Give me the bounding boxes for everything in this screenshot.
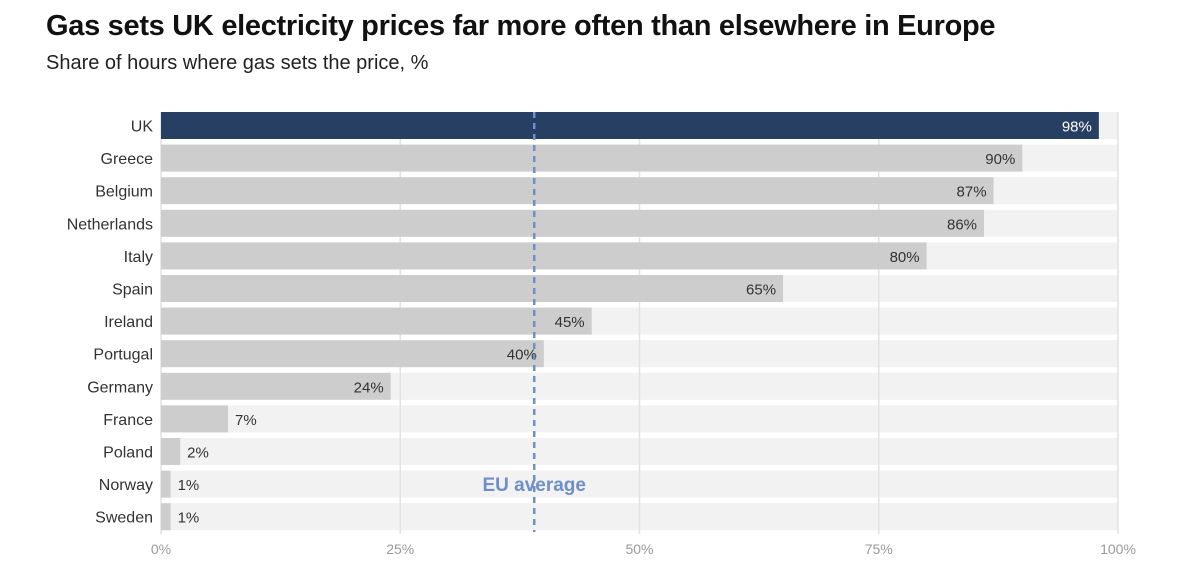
value-label: 80% [890, 249, 920, 266]
chart-subtitle: Share of hours where gas sets the price,… [46, 52, 429, 74]
value-label: 90% [985, 151, 1015, 168]
bar [161, 112, 1099, 139]
x-tick-label: 100% [1100, 541, 1136, 557]
bar [161, 372, 391, 400]
category-label: Portugal [93, 347, 153, 364]
bar [161, 242, 927, 270]
category-label: Italy [124, 249, 153, 266]
eu-average-label: EU average [482, 475, 586, 496]
value-label: 2% [187, 445, 209, 462]
value-label: 65% [746, 282, 776, 299]
bar [161, 340, 544, 368]
bar [161, 144, 1023, 172]
bar [161, 209, 985, 237]
category-label: France [103, 412, 153, 429]
value-label: 1% [178, 477, 200, 494]
value-label: 45% [555, 314, 585, 331]
bar [161, 405, 228, 433]
category-label: UK [131, 119, 154, 136]
bar [161, 307, 592, 335]
bar [161, 177, 994, 205]
category-label: Belgium [95, 184, 153, 201]
value-label: 98% [1062, 119, 1092, 136]
category-label: Greece [101, 151, 154, 168]
x-tick-label: 25% [386, 541, 414, 557]
category-label: Ireland [104, 314, 153, 331]
bar [161, 503, 171, 531]
category-label: Norway [99, 477, 153, 494]
category-label: Poland [103, 445, 153, 462]
value-label: 87% [957, 184, 987, 201]
x-tick-label: 50% [625, 541, 653, 557]
value-label: 40% [507, 347, 537, 364]
category-label: Germany [87, 379, 153, 396]
category-label: Spain [112, 282, 153, 299]
value-label: 1% [178, 510, 200, 527]
x-tick-label: 75% [865, 541, 893, 557]
bar [161, 438, 181, 465]
chart-title: Gas sets UK electricity prices far more … [46, 10, 996, 42]
category-label: Sweden [95, 510, 153, 527]
x-tick-label: 0% [151, 541, 171, 557]
bar [161, 275, 784, 302]
value-label: 7% [235, 412, 257, 429]
bar [161, 470, 171, 498]
value-label: 24% [354, 379, 384, 396]
value-label: 86% [947, 216, 977, 233]
category-label: Netherlands [67, 216, 153, 233]
